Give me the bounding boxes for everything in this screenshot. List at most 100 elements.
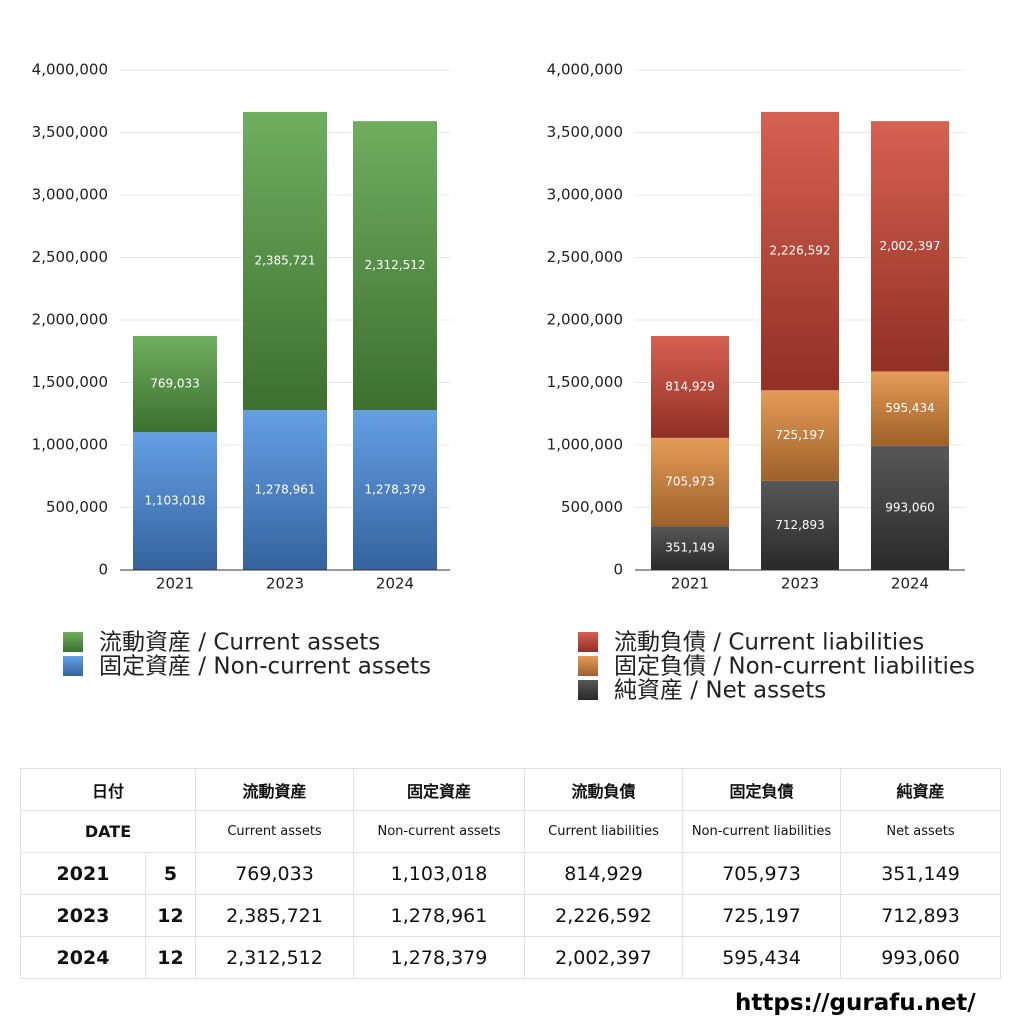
- value-label: 769,033: [150, 377, 200, 391]
- month-cell: 12: [144, 936, 197, 979]
- bar-segment: [133, 335, 217, 433]
- legend-label: 固定資産 / Non-current assets: [99, 654, 431, 680]
- value-label: 351,149: [665, 541, 715, 555]
- data-row: 2023 12 2,385,721 1,278,961 2,226,592 725,197…: [20, 894, 1002, 937]
- legend-swatch: [578, 632, 598, 652]
- value-label: 712,893: [775, 518, 825, 532]
- value-cell: 814,929: [524, 852, 684, 895]
- bar-segment: [651, 437, 729, 527]
- data-table: 日付 流動資産 固定資産 流動負債 固定負債 純資産 DATE Current …: [19, 768, 1002, 979]
- x-tick-label: 2023: [266, 575, 304, 593]
- legend-swatch: [578, 680, 598, 700]
- value-label: 2,226,592: [769, 244, 830, 258]
- y-tick-label: 2,500,000: [32, 248, 108, 266]
- value-label: 725,197: [775, 428, 825, 442]
- y-tick-label: 3,500,000: [547, 123, 623, 141]
- value-cell: 2,385,721: [195, 894, 355, 937]
- header-row: 日付 流動資産 固定資産 流動負債 固定負債 純資産: [19, 768, 1002, 811]
- value-label: 705,973: [665, 474, 715, 488]
- value-label: 2,002,397: [879, 239, 940, 253]
- y-tick-label: 0: [613, 561, 623, 579]
- data-row: 2024 12 2,312,512 1,278,379 2,002,397 595,434…: [20, 936, 1002, 979]
- bar-segment: [651, 335, 729, 438]
- header-cell: 流動資産: [195, 768, 355, 811]
- header-cell: Non-current assets: [353, 810, 526, 853]
- bar-segment: [871, 371, 949, 446]
- x-tick-label: 2024: [376, 575, 414, 593]
- x-tick-label: 2021: [671, 575, 709, 593]
- month-cell: 5: [144, 852, 197, 895]
- value-cell: 2,002,397: [524, 936, 684, 979]
- legend-label: 固定負債 / Non-current liabilities: [614, 654, 975, 680]
- x-tick-label: 2021: [156, 575, 194, 593]
- bar-segment: [761, 390, 839, 481]
- header-cell: DATE: [19, 810, 197, 853]
- value-cell: 705,973: [682, 852, 842, 895]
- y-tick-label: 3,000,000: [547, 186, 623, 204]
- bar-segment: [133, 432, 217, 570]
- y-tick-label: 3,000,000: [32, 186, 108, 204]
- value-label: 2,385,721: [254, 254, 315, 268]
- year-cell: 2021: [20, 852, 146, 895]
- header-cell: 日付: [19, 768, 197, 811]
- bar-segment: [761, 111, 839, 391]
- header-cell: Current liabilities: [524, 810, 684, 853]
- bar-segment: [651, 526, 729, 570]
- x-tick-label: 2023: [781, 575, 819, 593]
- value-label: 814,929: [665, 379, 715, 393]
- legend-label: 流動資産 / Current assets: [99, 630, 380, 656]
- value-cell: 993,060: [840, 936, 1002, 979]
- bar-segment: [353, 410, 437, 570]
- bar-segment: [243, 111, 327, 411]
- value-cell: 1,278,379: [353, 936, 526, 979]
- y-tick-label: 500,000: [46, 498, 108, 516]
- value-cell: 2,312,512: [195, 936, 355, 979]
- y-tick-label: 500,000: [561, 498, 623, 516]
- y-tick-label: 4,000,000: [32, 61, 108, 79]
- legend-swatch: [63, 656, 83, 676]
- value-label: 1,278,379: [364, 483, 425, 497]
- y-tick-label: 1,500,000: [547, 373, 623, 391]
- legend-swatch: [63, 632, 83, 652]
- y-tick-label: 2,500,000: [547, 248, 623, 266]
- data-row: 2021 5 769,033 1,103,018 814,929 705,973 351,1…: [20, 852, 1002, 895]
- source-url: https://gurafu.net/: [735, 990, 976, 1016]
- y-tick-label: 3,500,000: [32, 123, 108, 141]
- legend-label: 純資産 / Net assets: [614, 678, 826, 704]
- value-label: 595,434: [885, 401, 935, 415]
- header-cell: 固定負債: [682, 768, 842, 811]
- value-label: 2,312,512: [364, 258, 425, 272]
- bar-segment: [353, 121, 437, 411]
- value-cell: 1,103,018: [353, 852, 526, 895]
- value-cell: 2,226,592: [524, 894, 684, 937]
- bar-segment: [761, 480, 839, 570]
- value-cell: 769,033: [195, 852, 355, 895]
- header-cell: Non-current liabilities: [682, 810, 842, 853]
- month-cell: 12: [144, 894, 197, 937]
- value-cell: 595,434: [682, 936, 842, 979]
- legend-swatch: [578, 656, 598, 676]
- header-cell: 固定資産: [353, 768, 526, 811]
- y-tick-label: 2,000,000: [547, 311, 623, 329]
- value-label: 993,060: [885, 500, 935, 514]
- header-cell: 流動負債: [524, 768, 684, 811]
- legend-label: 流動負債 / Current liabilities: [614, 630, 924, 656]
- value-cell: 1,278,961: [353, 894, 526, 937]
- y-tick-label: 1,000,000: [32, 436, 108, 454]
- year-cell: 2024: [20, 936, 146, 979]
- charts: 0 500,000 1,000,000 1,500,000 2,000,000 2,500…: [32, 61, 975, 704]
- header-cell: 純資産: [840, 768, 1002, 811]
- y-tick-label: 0: [98, 561, 108, 579]
- value-cell: 712,893: [840, 894, 1002, 937]
- y-tick-label: 1,000,000: [547, 436, 623, 454]
- bar-segment: [871, 445, 949, 570]
- y-tick-label: 1,500,000: [32, 373, 108, 391]
- y-tick-label: 2,000,000: [32, 311, 108, 329]
- value-label: 1,278,961: [254, 483, 315, 497]
- bar-segment: [243, 410, 327, 570]
- value-label: 1,103,018: [144, 494, 205, 508]
- header-cell: Current assets: [195, 810, 355, 853]
- value-cell: 351,149: [840, 852, 1002, 895]
- year-cell: 2023: [20, 894, 146, 937]
